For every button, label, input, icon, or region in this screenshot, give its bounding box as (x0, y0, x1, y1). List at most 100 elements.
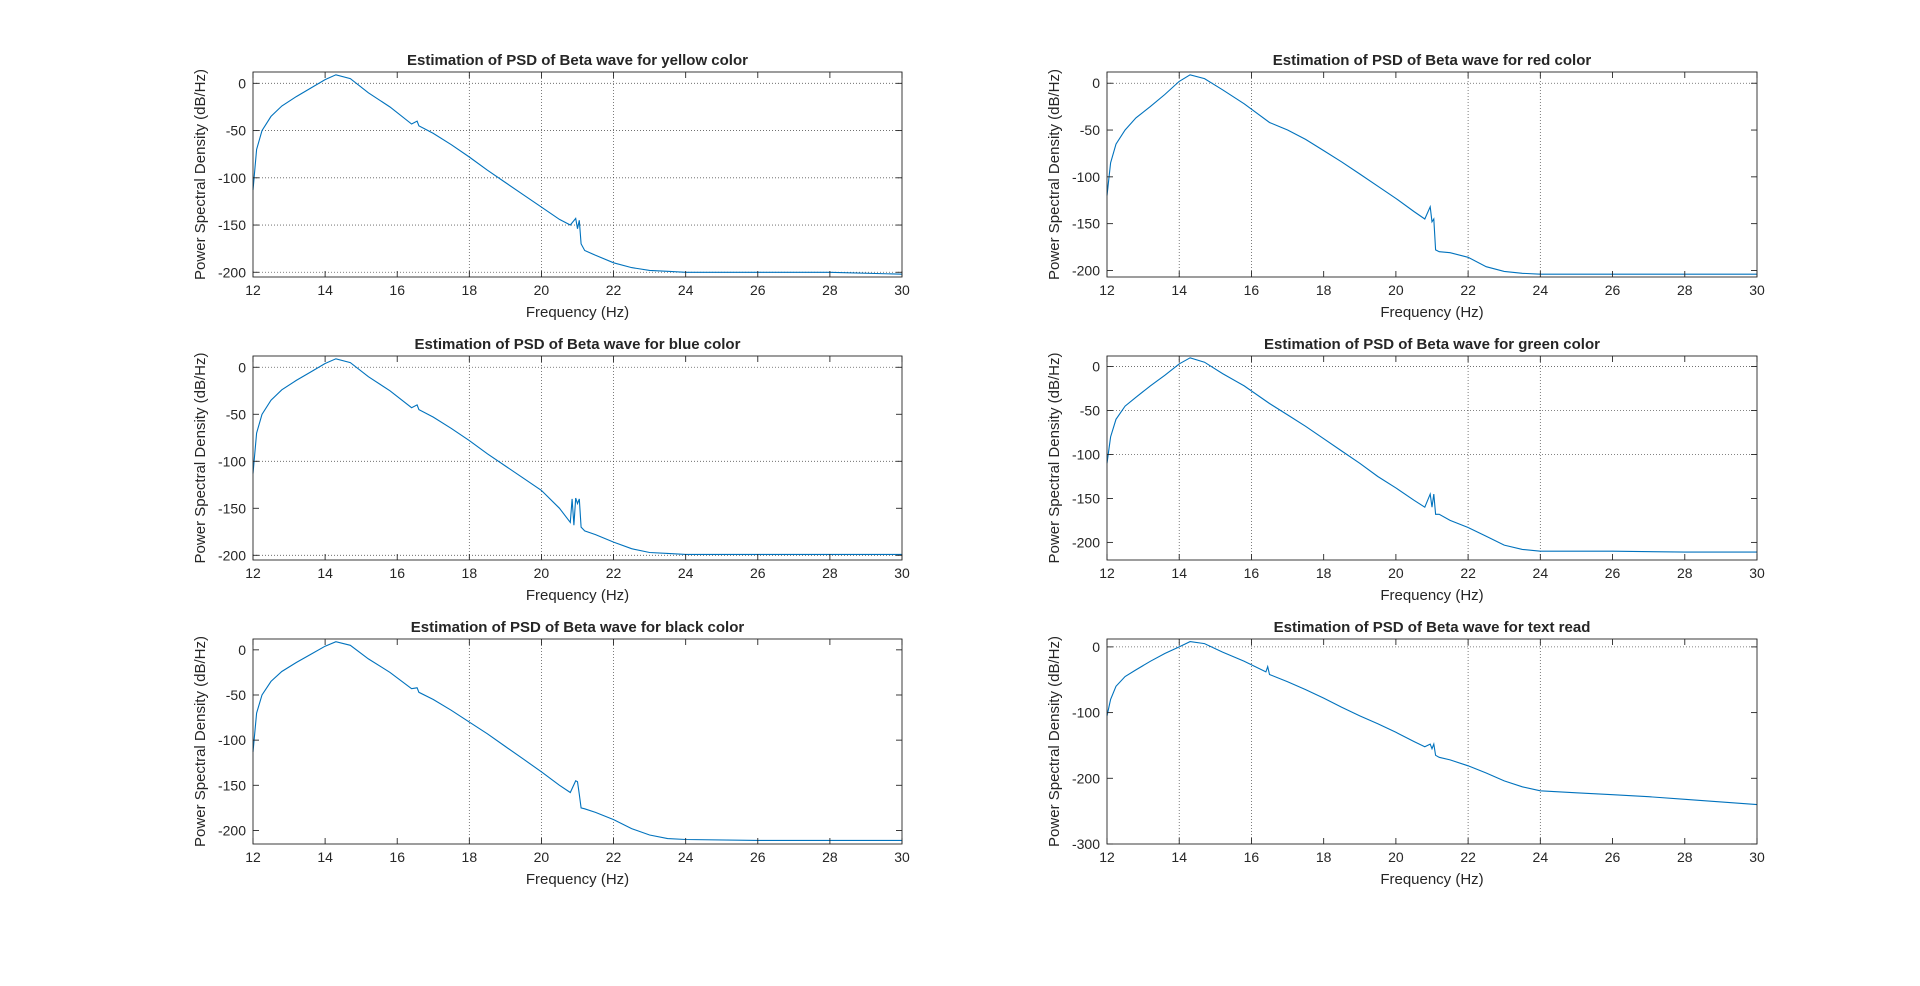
y-tick-label: 0 (238, 75, 246, 91)
y-tick-label: 0 (238, 359, 246, 375)
chart-panel-3: 12 14 16 18 20 22 24 26 28 30 -200 -150 -100 -50 0 Esti… (192, 336, 910, 604)
chart-title: Estimation of PSD of Beta wave for text … (1274, 619, 1591, 636)
chart-title: Estimation of PSD of Beta wave for red c… (1273, 52, 1592, 69)
y-axis-label: Power Spectral Density (dB/Hz) (192, 69, 209, 280)
x-tick-label: 16 (389, 282, 405, 298)
x-tick-label: 26 (750, 849, 766, 865)
x-tick-label: 20 (534, 849, 550, 865)
x-tick-label: 20 (1388, 282, 1404, 298)
y-axis-label: Power Spectral Density (dB/Hz) (1046, 69, 1063, 280)
y-axis-label: Power Spectral Density (dB/Hz) (1046, 636, 1063, 847)
axes-box (1106, 638, 1758, 845)
x-tick-label: 30 (1749, 565, 1765, 581)
psd-series-line (1106, 74, 1757, 275)
x-tick-label: 30 (1749, 282, 1765, 298)
axes-box (252, 71, 903, 278)
x-tick-label: 12 (245, 565, 261, 581)
psd-series-line (252, 358, 902, 555)
x-tick-label: 28 (822, 565, 838, 581)
x-tick-label: 14 (1171, 565, 1187, 581)
chart-title: Estimation of PSD of Beta wave for green… (1264, 336, 1600, 353)
y-tick-label: -50 (226, 406, 246, 422)
y-tick-label: 0 (1092, 359, 1100, 375)
y-tick-label: -200 (1072, 534, 1100, 550)
x-tick-label: 26 (750, 282, 766, 298)
y-axis-label: Power Spectral Density (dB/Hz) (192, 636, 209, 847)
x-tick-label: 14 (1171, 282, 1187, 298)
y-tick-label: -300 (1072, 836, 1100, 852)
y-axis-label: Power Spectral Density (dB/Hz) (192, 353, 209, 564)
x-tick-label: 26 (1605, 565, 1621, 581)
psd-series-line (252, 74, 903, 275)
x-tick-label: 24 (1533, 565, 1549, 581)
x-tick-label: 16 (1244, 282, 1260, 298)
x-tick-label: 14 (317, 849, 333, 865)
x-tick-label: 12 (1099, 565, 1115, 581)
x-tick-label: 16 (1244, 849, 1260, 865)
x-tick-label: 16 (389, 849, 405, 865)
y-tick-label: -100 (218, 453, 246, 469)
chart-panel-1: 12 14 16 18 20 22 24 26 28 30 -200 -150 -100 -50 0 Esti… (192, 52, 910, 321)
x-axis-label: Frequency (Hz) (526, 587, 629, 604)
x-tick-label: 28 (1677, 565, 1693, 581)
y-tick-label: -100 (218, 732, 246, 748)
y-tick-label: -50 (1080, 403, 1100, 419)
y-axis-label: Power Spectral Density (dB/Hz) (1046, 353, 1063, 564)
x-tick-label: 18 (462, 282, 478, 298)
axes-box (1106, 355, 1758, 561)
x-axis-label: Frequency (Hz) (526, 304, 629, 321)
x-tick-label: 12 (245, 849, 261, 865)
axes-box (252, 355, 903, 561)
chart-panel-6: 12 14 16 18 20 22 24 26 28 30 -300 -200 -100 0 Estimat… (1046, 619, 1765, 888)
y-tick-label: 0 (1092, 639, 1100, 655)
x-tick-label: 26 (750, 565, 766, 581)
x-tick-label: 26 (1605, 849, 1621, 865)
x-tick-label: 12 (1099, 282, 1115, 298)
y-tick-label: 0 (1092, 75, 1100, 91)
y-tick-label: -50 (226, 687, 246, 703)
y-tick-label: -150 (218, 777, 246, 793)
x-tick-label: 14 (317, 282, 333, 298)
chart-panel-4: 12 14 16 18 20 22 24 26 28 30 -200 -150 -100 -50 0 Esti… (1046, 336, 1765, 604)
x-tick-label: 24 (678, 565, 694, 581)
x-tick-label: 16 (1244, 565, 1260, 581)
y-tick-label: -200 (1072, 262, 1100, 278)
y-tick-label: -150 (1072, 490, 1100, 506)
y-tick-label: -200 (1072, 770, 1100, 786)
y-tick-label: -150 (1072, 216, 1100, 232)
y-tick-label: -200 (218, 264, 246, 280)
y-tick-label: -50 (1080, 122, 1100, 138)
y-tick-label: -100 (1072, 705, 1100, 721)
x-tick-label: 28 (1677, 282, 1693, 298)
y-tick-label: -200 (218, 822, 246, 838)
y-tick-label: -200 (218, 547, 246, 563)
x-tick-label: 20 (534, 565, 550, 581)
chart-title: Estimation of PSD of Beta wave for blue … (415, 336, 741, 353)
x-tick-label: 22 (1460, 849, 1476, 865)
x-tick-label: 20 (534, 282, 550, 298)
x-tick-label: 30 (1749, 849, 1765, 865)
x-tick-label: 28 (1677, 849, 1693, 865)
x-tick-label: 24 (678, 282, 694, 298)
x-tick-label: 18 (1316, 565, 1332, 581)
y-tick-label: 0 (238, 642, 246, 658)
chart-panel-5: 12 14 16 18 20 22 24 26 28 30 -200 -150 -100 -50 0 Esti… (192, 619, 910, 888)
x-tick-label: 22 (606, 849, 622, 865)
x-tick-label: 14 (1171, 849, 1187, 865)
x-tick-label: 12 (1099, 849, 1115, 865)
x-axis-label: Frequency (Hz) (1380, 871, 1483, 888)
chart-title: Estimation of PSD of Beta wave for black… (411, 619, 745, 636)
x-tick-label: 20 (1388, 849, 1404, 865)
x-tick-label: 12 (245, 282, 261, 298)
x-tick-label: 30 (894, 849, 910, 865)
x-tick-label: 18 (462, 565, 478, 581)
y-tick-label: -150 (218, 217, 246, 233)
y-tick-label: -100 (1072, 446, 1100, 462)
y-tick-label: -150 (218, 500, 246, 516)
x-tick-label: 24 (1533, 282, 1549, 298)
x-tick-label: 16 (389, 565, 405, 581)
x-tick-label: 18 (1316, 849, 1332, 865)
x-tick-label: 22 (1460, 282, 1476, 298)
chart-panel-2: 12 14 16 18 20 22 24 26 28 30 -200 -150 -100 -50 0 Esti… (1046, 52, 1765, 321)
